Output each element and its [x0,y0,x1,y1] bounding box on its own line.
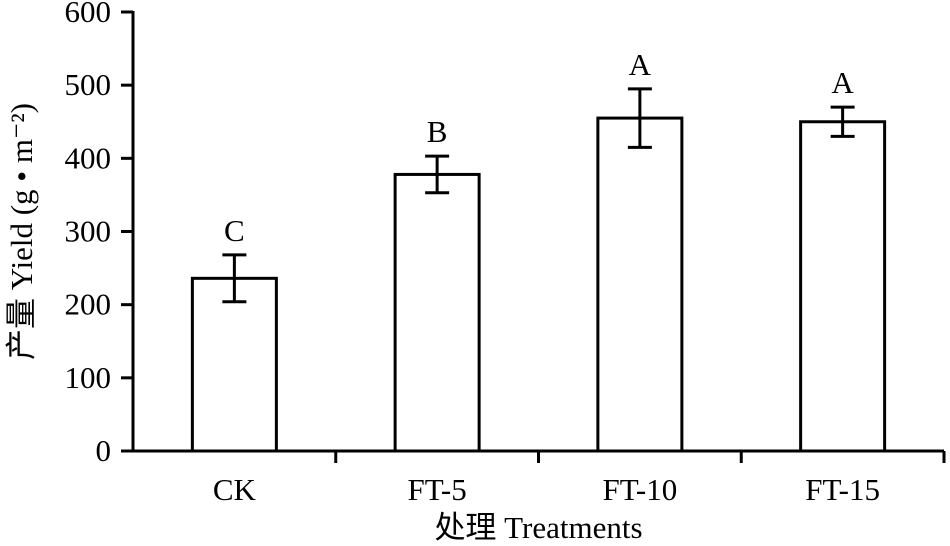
x-axis-ticks: CK FT-5 FT-10 FT-15 [213,451,946,507]
y-tick-label: 100 [65,360,112,395]
y-tick-label: 500 [65,67,112,102]
bar-ft-10 [596,116,684,453]
error-bar-ck [222,253,247,304]
x-tick-label: FT-10 [603,472,678,507]
x-axis-title: 处理 Treatments [434,510,642,545]
bar-ft-5 [393,172,481,453]
x-tick-label: FT-15 [805,472,880,507]
y-tick-label: 600 [65,0,112,29]
x-tick-label: CK [213,472,257,507]
y-tick-label: 200 [65,287,112,322]
y-tick-label: 400 [65,140,112,175]
significance-label: A [831,65,854,100]
bar-ft-15 [799,120,887,453]
y-axis-title: 产量 Yield (g • m⁻²) [4,103,39,360]
significance-label: A [629,47,652,82]
bar-ck [190,276,278,453]
error-bar-ft-5 [425,154,450,195]
y-tick-label: 0 [96,433,112,468]
significance-label: B [427,114,448,149]
error-bar-ft-15 [830,105,855,138]
x-tick-label: FT-5 [408,472,467,507]
y-tick-label: 300 [65,214,112,249]
significance-label: C [224,213,245,248]
y-axis-ticks: 0 100 200 300 400 500 600 [65,0,133,468]
error-bar-ft-10 [627,87,652,149]
bars: C B A A [190,47,887,453]
